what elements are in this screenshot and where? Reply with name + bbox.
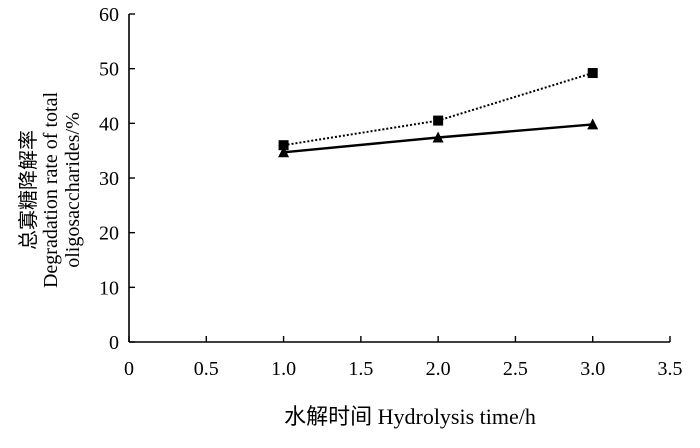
data-point-square [278,140,289,151]
x-tick-label: 0.5 [194,358,219,380]
x-axis-label: 水解时间 Hydrolysis time/h [284,404,536,429]
y-axis-label-line-2: Degradation rate of total [40,92,62,288]
y-axis-label: 总寡糖降解率 Degradation rate of total oligosa… [17,92,84,288]
x-tick-label: 3.5 [658,358,683,380]
data-point-triangle [432,131,444,143]
data-point-triangle [278,146,290,158]
data-point-triangle [587,118,599,130]
series-layer [278,68,599,158]
y-tick-label: 40 [99,113,119,135]
x-tick-label: 1.0 [271,358,296,380]
data-point-square [433,115,444,126]
y-tick-label: 10 [99,277,119,299]
x-tick-label: 0 [124,358,134,380]
y-axis-label-line-3: oligosaccharides/% [62,112,84,268]
x-tick-label: 2.0 [426,358,451,380]
y-tick-label: 30 [99,168,119,190]
y-tick-label: 20 [99,223,119,245]
x-tick-label: 3.0 [580,358,605,380]
x-tick-label: 1.5 [348,358,373,380]
y-tick-label: 50 [99,59,119,81]
y-tick-label: 60 [99,4,119,26]
y-tick-label: 0 [109,332,119,354]
x-tick-label: 2.5 [503,358,528,380]
data-point-square [587,68,598,79]
axes: 0 10 20 30 40 50 60 0 0.5 1.0 1.5 2.0 2.5 3.0 3.5 [99,4,683,380]
y-axis-label-line-1: 总寡糖降解率 [17,130,40,250]
